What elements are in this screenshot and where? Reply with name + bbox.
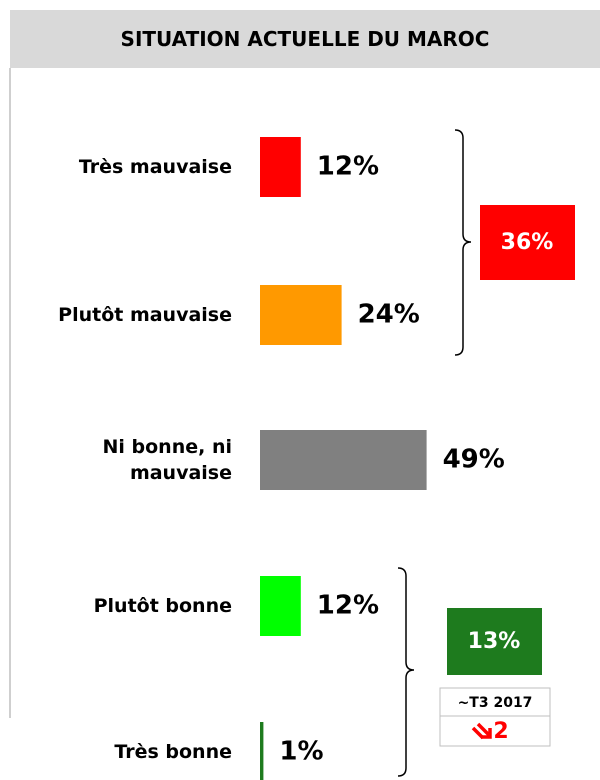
- bracket: [397, 567, 415, 777]
- category-label: Plutôt mauvaise: [58, 304, 232, 326]
- category-label: Plutôt bonne: [93, 595, 232, 617]
- value-label: 24%: [358, 300, 420, 330]
- value-label: 12%: [317, 591, 379, 621]
- chart-title: SITUATION ACTUELLE DU MAROC: [10, 10, 600, 68]
- comparison-box: [439, 687, 551, 717]
- comparison-label: ~T3 2017: [458, 695, 533, 711]
- group-box: [480, 205, 575, 280]
- bar: [260, 722, 264, 780]
- group-box: [447, 608, 542, 675]
- value-label: 1%: [279, 737, 323, 767]
- category-label: Très mauvaise: [78, 156, 232, 178]
- change-box: [439, 715, 551, 747]
- category-label: Très bonne: [114, 741, 232, 763]
- value-label: 49%: [443, 445, 505, 475]
- group-label: 36%: [501, 230, 554, 255]
- bar: [260, 285, 342, 345]
- change-label: 2: [493, 719, 508, 744]
- category-label: Ni bonne, ni mauvaise: [102, 436, 233, 484]
- bar: [260, 430, 427, 490]
- bar: [260, 576, 301, 636]
- down-arrow: [471, 726, 485, 740]
- value-label: 12%: [317, 152, 379, 182]
- group-label: 13%: [468, 629, 521, 654]
- bracket: [454, 129, 472, 356]
- bar: [260, 137, 301, 197]
